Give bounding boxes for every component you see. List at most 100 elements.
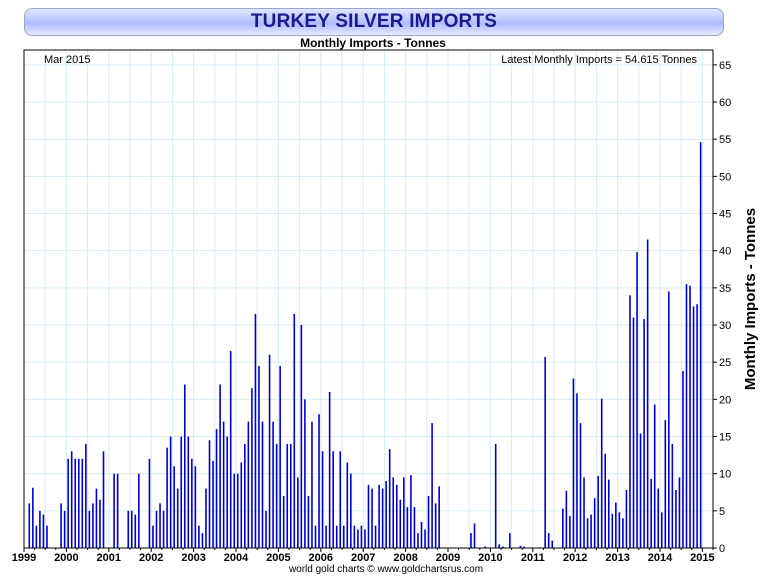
bar	[229, 351, 232, 548]
bar	[431, 423, 433, 548]
bar	[625, 490, 628, 548]
bar	[254, 313, 257, 548]
bar	[643, 319, 645, 548]
bar	[318, 414, 320, 548]
bar	[636, 252, 638, 549]
bar	[279, 365, 281, 548]
bar	[261, 421, 264, 548]
bar	[403, 477, 405, 548]
bar	[434, 503, 437, 548]
bar	[657, 488, 660, 548]
bar	[130, 510, 133, 548]
bar	[371, 488, 373, 548]
x-tick-label: 2010	[478, 552, 502, 564]
y-tick-label: 40	[719, 246, 731, 258]
bar	[653, 404, 656, 548]
y-tick-label: 45	[719, 209, 731, 221]
bar	[417, 533, 419, 548]
bar	[494, 443, 497, 548]
y-tick-label: 65	[719, 60, 731, 72]
bar	[169, 436, 172, 548]
bar	[668, 291, 670, 548]
bar	[183, 384, 186, 548]
bar	[282, 495, 285, 548]
bar	[470, 533, 472, 548]
bar	[381, 488, 384, 548]
x-tick-label: 2000	[54, 552, 78, 564]
bar	[689, 285, 691, 548]
bar	[272, 421, 274, 548]
bar	[95, 488, 98, 548]
bar	[604, 453, 607, 548]
y-tick-label: 55	[719, 134, 731, 146]
bar	[364, 529, 366, 548]
bar	[92, 503, 94, 548]
bar	[289, 443, 292, 548]
bar	[212, 461, 214, 548]
bar	[102, 451, 105, 548]
bar	[297, 477, 299, 548]
x-tick-label: 2006	[309, 552, 333, 564]
bar	[215, 429, 218, 548]
x-tick-label: 2012	[563, 552, 587, 564]
bar	[583, 477, 585, 548]
bar	[88, 510, 91, 548]
y-tick-label: 0	[719, 543, 725, 555]
bar	[395, 484, 398, 548]
bar	[576, 393, 578, 548]
bar	[572, 378, 575, 548]
bar	[28, 503, 31, 548]
bar	[191, 458, 193, 548]
bar	[116, 473, 119, 548]
bar	[350, 473, 352, 548]
title-banner: TURKEY SILVER IMPORTS	[24, 8, 724, 36]
bar	[385, 481, 387, 548]
bar	[134, 514, 137, 548]
bar	[593, 498, 596, 548]
bar	[618, 512, 621, 548]
bar	[176, 488, 179, 548]
bar	[173, 466, 175, 548]
bar	[392, 477, 395, 548]
y-tick-label: 15	[719, 432, 731, 444]
bar	[67, 458, 69, 548]
bar	[194, 466, 197, 548]
y-tick-label: 20	[719, 394, 731, 406]
bar	[187, 436, 190, 548]
bar	[325, 525, 327, 548]
bar	[240, 462, 243, 548]
bar	[258, 365, 260, 548]
bar	[222, 421, 225, 548]
bar	[307, 495, 310, 548]
bar	[551, 540, 554, 548]
bar	[74, 458, 77, 548]
x-tick-label: 2011	[521, 552, 545, 564]
bar	[342, 525, 345, 548]
x-tick-label: 2005	[266, 552, 290, 564]
x-tick-label: 2014	[648, 552, 673, 564]
bar	[360, 525, 363, 548]
bar	[523, 546, 525, 548]
bar	[406, 507, 409, 548]
bar	[473, 523, 476, 548]
bar	[547, 533, 550, 548]
bar	[127, 510, 130, 548]
bar	[590, 514, 592, 548]
bar	[268, 354, 271, 548]
bar	[162, 510, 165, 548]
bar	[646, 239, 649, 549]
bar	[685, 284, 688, 548]
x-tick-label: 2004	[224, 552, 249, 564]
bar	[314, 525, 317, 548]
bar	[293, 313, 296, 548]
bar	[265, 510, 267, 548]
bar	[410, 475, 412, 548]
bar	[311, 421, 313, 548]
chart-title: TURKEY SILVER IMPORTS	[250, 11, 498, 32]
bar	[660, 512, 663, 548]
bar	[159, 503, 161, 548]
bar	[85, 443, 87, 548]
footer-credit: world gold charts © www.goldchartsrus.co…	[288, 564, 484, 575]
